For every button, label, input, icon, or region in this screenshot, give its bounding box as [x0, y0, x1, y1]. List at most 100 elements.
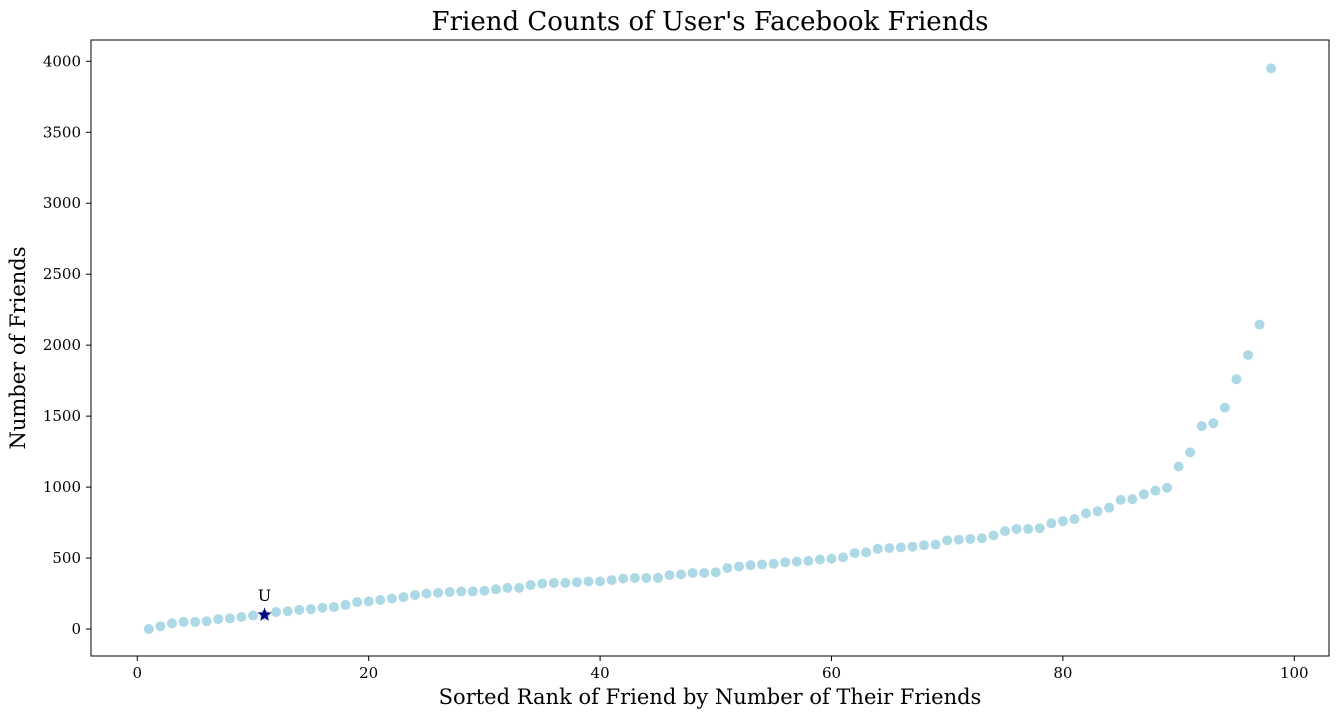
data-point [988, 530, 999, 541]
data-point [872, 543, 883, 554]
data-point [1185, 447, 1196, 458]
y-axis: 0 500 1000 1500 2000 2500 3000 3500 4000 [43, 52, 91, 638]
y-tick-label: 500 [52, 549, 81, 567]
x-tick-label: 100 [1280, 664, 1309, 682]
data-point [548, 577, 559, 588]
data-point [271, 607, 282, 617]
data-point [838, 552, 849, 563]
data-point [1092, 506, 1103, 517]
plot-area [90, 39, 1330, 657]
data-point [525, 580, 536, 591]
data-point [618, 573, 629, 584]
data-point [328, 602, 339, 613]
data-point [907, 541, 918, 552]
data-point [1219, 402, 1230, 413]
data-point [352, 597, 363, 608]
data-point [1127, 494, 1138, 505]
data-point [537, 578, 548, 589]
data-point [1162, 482, 1173, 493]
data-point [1266, 63, 1277, 74]
data-point [884, 543, 895, 554]
data-point [791, 556, 802, 567]
data-point [236, 611, 247, 622]
data-point [1150, 485, 1161, 496]
x-tick-label: 0 [133, 664, 143, 682]
data-point [340, 599, 351, 610]
data-point [976, 533, 987, 544]
data-point [1196, 421, 1207, 432]
data-point [178, 616, 189, 627]
data-point [467, 586, 478, 597]
highlight-star-marker [257, 607, 272, 621]
data-point [571, 577, 582, 588]
data-point [652, 572, 663, 583]
data-point [1104, 502, 1115, 513]
data-point [479, 585, 490, 596]
data-point [1254, 319, 1265, 330]
y-tick-label: 0 [71, 620, 81, 638]
y-tick-label: 3500 [43, 123, 81, 141]
data-point [1173, 461, 1184, 472]
data-point [1046, 518, 1057, 529]
data-point [965, 533, 976, 544]
x-axis: 0 20 40 60 80 100 [133, 656, 1309, 682]
data-point [502, 582, 513, 593]
x-axis-label: Sorted Rank of Friend by Number of Their… [439, 685, 982, 709]
y-tick-label: 4000 [43, 52, 81, 70]
data-point [699, 567, 710, 578]
data-point [687, 567, 698, 578]
data-point [919, 540, 930, 551]
chart-title: Friend Counts of User's Facebook Friends [432, 7, 989, 37]
data-point [409, 589, 420, 600]
data-point [780, 557, 791, 568]
data-point [1138, 489, 1149, 500]
data-point [1115, 494, 1126, 505]
data-point [595, 576, 606, 587]
data-point [733, 561, 744, 572]
data-point [305, 604, 316, 615]
data-point [456, 586, 467, 597]
data-points [143, 63, 1277, 635]
data-point [1057, 516, 1068, 527]
data-point [1011, 523, 1022, 534]
data-point [1243, 350, 1254, 361]
data-point [1081, 508, 1092, 519]
data-point [803, 555, 814, 566]
data-point [583, 576, 594, 587]
data-point [1023, 523, 1034, 534]
data-point [676, 569, 687, 580]
data-point [861, 547, 872, 558]
plot-frame [90, 39, 1330, 657]
data-point [895, 542, 906, 553]
data-point [1069, 514, 1080, 525]
x-tick-label: 60 [822, 664, 841, 682]
data-point [166, 618, 177, 629]
data-point [317, 602, 328, 613]
data-point [1034, 523, 1045, 534]
data-point [953, 534, 964, 545]
y-tick-label: 3000 [43, 194, 81, 212]
data-point [814, 554, 825, 565]
data-point [421, 588, 432, 599]
data-point [213, 614, 224, 625]
data-point [1231, 374, 1242, 385]
data-point [710, 567, 721, 578]
data-point [849, 548, 860, 559]
data-point [433, 587, 444, 598]
y-tick-label: 1000 [43, 478, 81, 496]
data-point [201, 616, 212, 627]
x-tick-label: 20 [359, 664, 378, 682]
data-point [490, 584, 501, 595]
y-tick-label: 1500 [43, 407, 81, 425]
x-tick-label: 80 [1053, 664, 1072, 682]
data-point [155, 621, 166, 632]
highlight-label: U [258, 586, 271, 605]
data-point [514, 582, 525, 593]
data-point [190, 616, 201, 627]
data-point [375, 594, 386, 605]
y-axis-label: Number of Friends [6, 247, 30, 450]
highlight-group: U [257, 586, 272, 621]
data-point [386, 593, 397, 604]
data-point [629, 572, 640, 583]
